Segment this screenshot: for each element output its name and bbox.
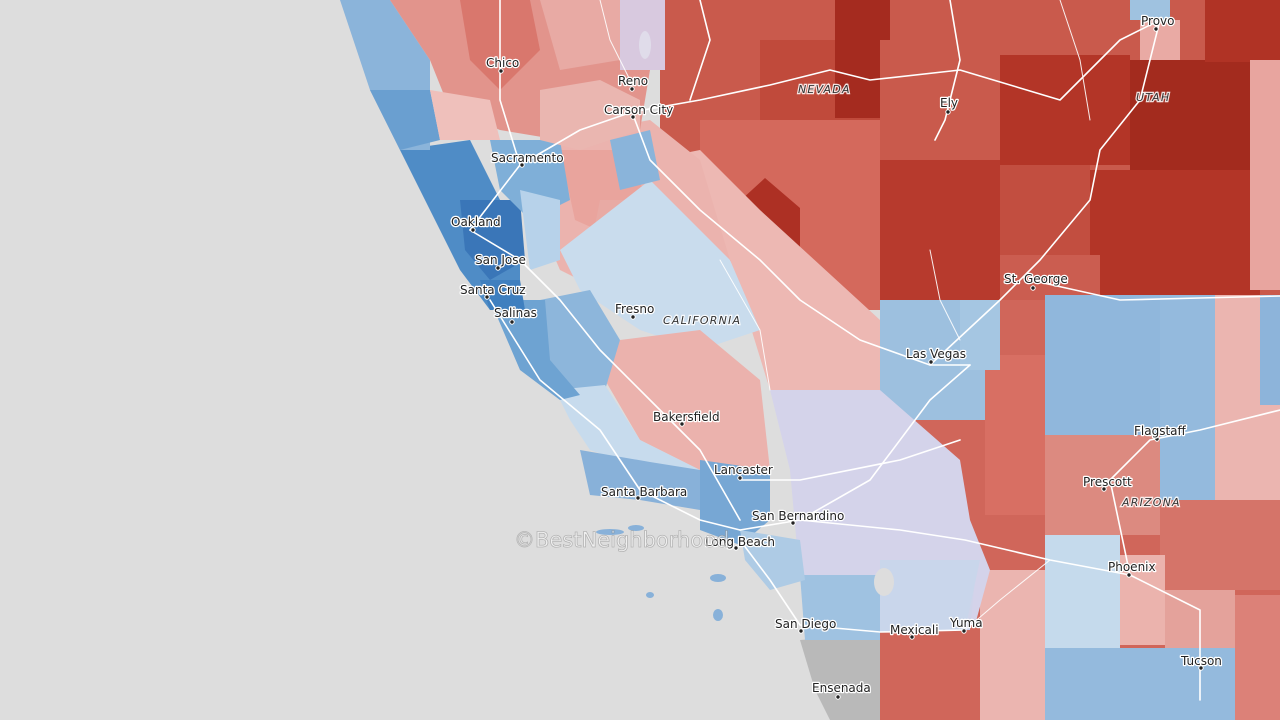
city-dot-sacramento <box>519 162 525 168</box>
city-label-bakersfield[interactable]: Bakersfield <box>652 409 721 426</box>
city-dot-lancaster <box>737 475 743 481</box>
city-label-san-diego[interactable]: San Diego <box>774 616 838 633</box>
city-label-flagstaff[interactable]: Flagstaff <box>1133 423 1188 440</box>
city-dot-phoenix <box>1126 572 1132 578</box>
city-label-oakland[interactable]: Oakland <box>450 214 502 231</box>
city-label-san-jose[interactable]: San Jose <box>474 252 527 269</box>
city-dot-santa-cruz <box>484 294 490 300</box>
city-dot-provo <box>1153 26 1159 32</box>
city-label-prescott[interactable]: Prescott <box>1082 474 1133 491</box>
city-label-chico[interactable]: Chico <box>485 55 521 72</box>
city-label-las-vegas[interactable]: Las Vegas <box>905 346 968 363</box>
city-dot-ely <box>945 109 951 115</box>
city-dot-fresno <box>630 314 636 320</box>
state-label-arizona: ARIZONA <box>1121 496 1181 509</box>
city-label-yuma[interactable]: Yuma <box>948 615 984 632</box>
city-dot-san-jose <box>495 265 501 271</box>
city-dot-san-bernardino <box>790 520 796 526</box>
city-label-fresno[interactable]: Fresno <box>614 301 656 318</box>
city-label-santa-barbara[interactable]: Santa Barbara <box>600 484 689 501</box>
city-dot-flagstaff <box>1154 436 1160 442</box>
state-label-utah: UTAH <box>1136 91 1170 104</box>
city-label-mexicali[interactable]: Mexicali <box>889 622 940 639</box>
city-dot-st-george <box>1030 285 1036 291</box>
city-dot-tucson <box>1198 665 1204 671</box>
california-counties <box>340 0 990 640</box>
nevada-utah-counties <box>660 0 1280 310</box>
city-dot-santa-barbara <box>635 495 641 501</box>
city-markers: Chico Reno Carson City Sacramento Oaklan… <box>450 13 1223 700</box>
city-label-sacramento[interactable]: Sacramento <box>490 150 565 167</box>
city-dot-carson-city <box>630 114 636 120</box>
city-label-carson-city[interactable]: Carson City <box>603 102 675 119</box>
city-dot-san-diego <box>798 628 804 634</box>
city-label-phoenix[interactable]: Phoenix <box>1107 559 1157 576</box>
city-label-lancaster[interactable]: Lancaster <box>713 462 774 479</box>
city-dot-bakersfield <box>679 421 685 427</box>
city-dot-long-beach <box>733 545 739 551</box>
state-label-california: CALIFORNIA <box>663 314 741 327</box>
city-dot-las-vegas <box>928 359 934 365</box>
city-label-provo[interactable]: Provo <box>1140 13 1176 30</box>
city-label-st-george[interactable]: St. George <box>1003 271 1069 288</box>
city-label-salinas[interactable]: Salinas <box>493 305 538 322</box>
city-label-ely[interactable]: Ely <box>939 95 960 112</box>
city-dot-oakland <box>470 227 476 233</box>
islands <box>596 31 894 621</box>
city-label-san-bernardino[interactable]: San Bernardino <box>751 508 846 525</box>
city-dot-reno <box>629 86 635 92</box>
city-dot-prescott <box>1101 486 1107 492</box>
city-dot-mexicali <box>909 634 915 640</box>
highways <box>469 0 1280 701</box>
city-label-reno[interactable]: Reno <box>617 73 650 90</box>
state-label-nevada: NEVADA <box>798 83 851 96</box>
city-dot-yuma <box>961 628 967 634</box>
city-dot-chico <box>498 68 504 74</box>
arizona-counties <box>880 295 1280 720</box>
city-dot-salinas <box>509 319 515 325</box>
city-dot-ensenada <box>835 694 841 700</box>
city-label-long-beach[interactable]: Long Beach <box>704 534 777 551</box>
city-label-tucson[interactable]: Tucson <box>1179 653 1223 670</box>
city-label-ensenada[interactable]: Ensenada <box>811 680 872 697</box>
watermark: ©BestNeighborhood <box>514 528 729 552</box>
city-label-santa-cruz[interactable]: Santa Cruz <box>459 282 527 299</box>
state-labels: NEVADA UTAH CALIFORNIA ARIZONA <box>662 82 1181 511</box>
